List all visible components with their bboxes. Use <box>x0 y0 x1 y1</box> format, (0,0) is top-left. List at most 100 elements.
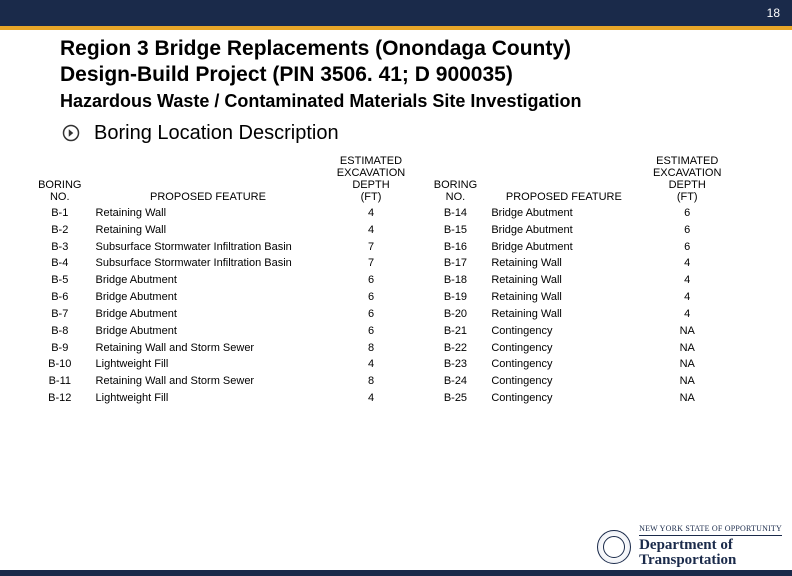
cell-boring-no: B-23 <box>426 356 486 373</box>
table-row: B-7Bridge Abutment6 <box>30 306 416 323</box>
col-header-depth: ESTIMATEDEXCAVATIONDEPTH(FT) <box>326 155 415 205</box>
cell-boring-no: B-2 <box>30 222 90 239</box>
footer-line1: NEW YORK STATE OF OPPORTUNITY <box>639 525 782 533</box>
table-row: B-2Retaining Wall4 <box>30 222 416 239</box>
cell-boring-no: B-22 <box>426 340 486 357</box>
cell-feature: Contingency <box>485 390 642 407</box>
cell-boring-no: B-11 <box>30 373 90 390</box>
cell-depth: NA <box>642 356 732 373</box>
top-bar: 18 <box>0 0 792 30</box>
title-line-2: Design-Build Project (PIN 3506. 41; D 90… <box>60 62 732 88</box>
table-row: B-10Lightweight Fill4 <box>30 356 416 373</box>
cell-feature: Retaining Wall <box>90 222 327 239</box>
footer-line3: Transportation <box>639 552 736 568</box>
cell-depth: 4 <box>326 205 415 222</box>
cell-feature: Retaining Wall <box>485 289 642 306</box>
ny-seal-icon <box>597 530 631 564</box>
table-row: B-25ContingencyNA <box>426 390 732 407</box>
cell-boring-no: B-16 <box>426 239 486 256</box>
table-row: B-14Bridge Abutment6 <box>426 205 732 222</box>
col-header-boring-no: BORINGNO. <box>30 155 90 205</box>
cell-depth: 6 <box>642 222 732 239</box>
cell-boring-no: B-18 <box>426 272 486 289</box>
table-row: B-12Lightweight Fill4 <box>30 390 416 407</box>
arrow-circle-icon <box>62 124 80 142</box>
cell-feature: Bridge Abutment <box>90 323 327 340</box>
cell-depth: 4 <box>642 255 732 272</box>
col-header-boring-no: BORINGNO. <box>426 155 486 205</box>
cell-feature: Contingency <box>485 373 642 390</box>
dept-text: NEW YORK STATE OF OPPORTUNITY Department… <box>639 525 782 568</box>
cell-boring-no: B-3 <box>30 239 90 256</box>
cell-depth: 4 <box>642 306 732 323</box>
cell-feature: Retaining Wall and Storm Sewer <box>90 340 327 357</box>
cell-boring-no: B-6 <box>30 289 90 306</box>
page-number: 18 <box>767 6 780 20</box>
cell-depth: 4 <box>326 222 415 239</box>
col-header-depth: ESTIMATEDEXCAVATIONDEPTH(FT) <box>642 155 732 205</box>
cell-depth: 6 <box>326 306 415 323</box>
table-row: B-19Retaining Wall4 <box>426 289 732 306</box>
table-row: B-9Retaining Wall and Storm Sewer8 <box>30 340 416 357</box>
cell-boring-no: B-12 <box>30 390 90 407</box>
cell-feature: Bridge Abutment <box>90 289 327 306</box>
boring-table-right: BORINGNO. PROPOSED FEATURE ESTIMATEDEXCA… <box>426 155 732 408</box>
cell-feature: Bridge Abutment <box>90 272 327 289</box>
cell-feature: Retaining Wall <box>485 272 642 289</box>
cell-depth: 6 <box>326 323 415 340</box>
footer-line2: Department of <box>639 537 733 553</box>
table-row: B-8Bridge Abutment6 <box>30 323 416 340</box>
col-header-feature: PROPOSED FEATURE <box>90 155 327 205</box>
table-row: B-11Retaining Wall and Storm Sewer8 <box>30 373 416 390</box>
cell-boring-no: B-8 <box>30 323 90 340</box>
table-row: B-15Bridge Abutment6 <box>426 222 732 239</box>
table-row: B-6Bridge Abutment6 <box>30 289 416 306</box>
cell-boring-no: B-21 <box>426 323 486 340</box>
cell-boring-no: B-7 <box>30 306 90 323</box>
table-row: B-3Subsurface Stormwater Infiltration Ba… <box>30 239 416 256</box>
bottom-bar <box>0 570 792 576</box>
cell-depth: 4 <box>642 272 732 289</box>
table-row: B-18Retaining Wall4 <box>426 272 732 289</box>
tables-wrapper: BORINGNO. PROPOSED FEATURE ESTIMATEDEXCA… <box>30 155 732 408</box>
cell-depth: 4 <box>326 390 415 407</box>
cell-depth: 6 <box>642 239 732 256</box>
cell-feature: Lightweight Fill <box>90 390 327 407</box>
cell-boring-no: B-9 <box>30 340 90 357</box>
cell-depth: 8 <box>326 373 415 390</box>
cell-boring-no: B-19 <box>426 289 486 306</box>
boring-table-left: BORINGNO. PROPOSED FEATURE ESTIMATEDEXCA… <box>30 155 416 408</box>
table-row: B-20Retaining Wall4 <box>426 306 732 323</box>
cell-depth: 6 <box>326 289 415 306</box>
cell-feature: Contingency <box>485 356 642 373</box>
cell-feature: Bridge Abutment <box>485 239 642 256</box>
content-area: Region 3 Bridge Replacements (Onondaga C… <box>0 30 792 407</box>
table-row: B-5Bridge Abutment6 <box>30 272 416 289</box>
subtitle: Hazardous Waste / Contaminated Materials… <box>60 91 732 112</box>
cell-depth: 8 <box>326 340 415 357</box>
cell-depth: NA <box>642 323 732 340</box>
table-row: B-4Subsurface Stormwater Infiltration Ba… <box>30 255 416 272</box>
table-row: B-23ContingencyNA <box>426 356 732 373</box>
cell-depth: 4 <box>642 289 732 306</box>
cell-depth: 4 <box>326 356 415 373</box>
cell-boring-no: B-10 <box>30 356 90 373</box>
table-row: B-24ContingencyNA <box>426 373 732 390</box>
cell-feature: Retaining Wall and Storm Sewer <box>90 373 327 390</box>
footer-logo: NEW YORK STATE OF OPPORTUNITY Department… <box>597 525 782 568</box>
cell-depth: NA <box>642 340 732 357</box>
section-label: Boring Location Description <box>94 122 339 145</box>
cell-boring-no: B-17 <box>426 255 486 272</box>
table-row: B-22ContingencyNA <box>426 340 732 357</box>
cell-boring-no: B-20 <box>426 306 486 323</box>
cell-depth: 7 <box>326 239 415 256</box>
cell-feature: Bridge Abutment <box>485 222 642 239</box>
table-row: B-21ContingencyNA <box>426 323 732 340</box>
cell-feature: Retaining Wall <box>90 205 327 222</box>
cell-boring-no: B-4 <box>30 255 90 272</box>
cell-feature: Subsurface Stormwater Infiltration Basin <box>90 239 327 256</box>
cell-depth: 7 <box>326 255 415 272</box>
title-line-1: Region 3 Bridge Replacements (Onondaga C… <box>60 36 732 62</box>
cell-feature: Bridge Abutment <box>485 205 642 222</box>
table-row: B-17Retaining Wall4 <box>426 255 732 272</box>
